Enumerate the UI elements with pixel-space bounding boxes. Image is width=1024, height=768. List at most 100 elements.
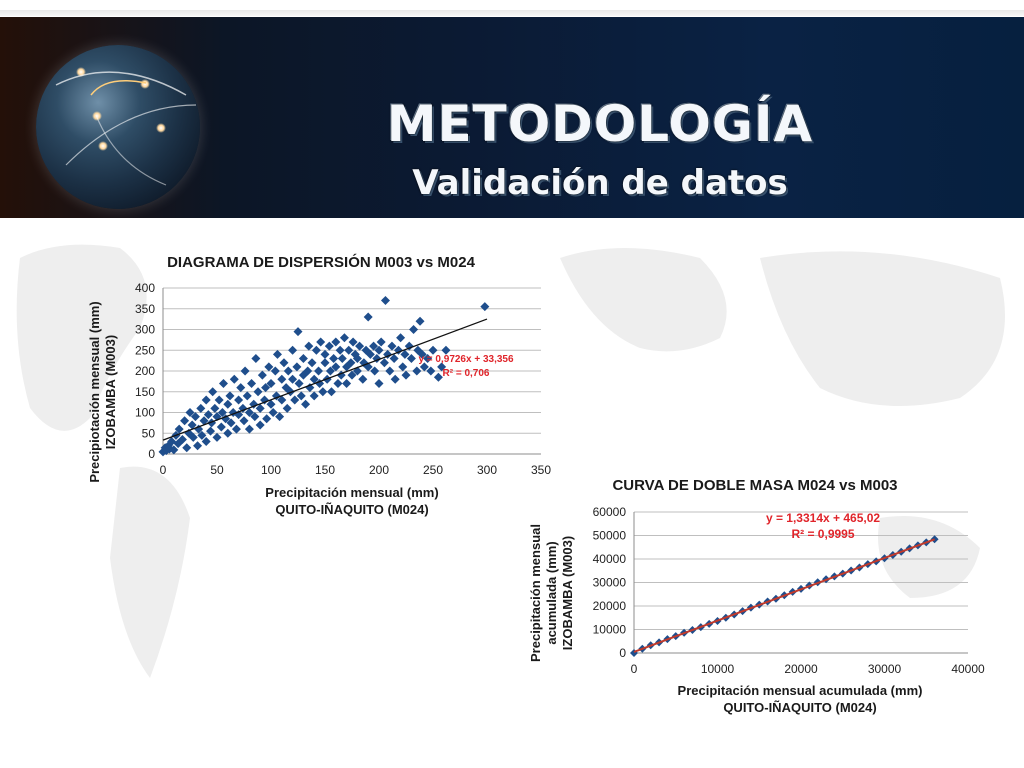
y-tick-label: 60000 (593, 505, 627, 519)
data-point (218, 378, 228, 388)
data-point (214, 395, 224, 405)
data-point (196, 403, 206, 413)
data-point (212, 432, 222, 442)
x-axis-label: Precipitación mensual acumulada (mm) (678, 683, 923, 698)
data-point (376, 337, 386, 347)
data-point (301, 399, 311, 409)
data-point (370, 366, 380, 376)
data-point (266, 399, 276, 409)
data-point (419, 362, 429, 372)
data-point (279, 358, 289, 368)
data-point (268, 408, 278, 417)
data-point (251, 354, 261, 364)
trendline-equation: R² = 0,706 (443, 368, 490, 379)
y-tick-label: 50000 (593, 529, 627, 543)
data-point (314, 366, 324, 376)
y-tick-label: 10000 (593, 623, 627, 637)
data-point (346, 358, 356, 368)
data-point (182, 443, 192, 453)
y-tick-label: 400 (135, 281, 155, 295)
data-point (283, 366, 293, 376)
data-point (412, 366, 422, 376)
data-point (309, 374, 319, 384)
y-tick-label: 100 (135, 406, 155, 420)
y-tick-label: 40000 (593, 552, 627, 566)
data-point (288, 374, 298, 384)
data-point (277, 395, 287, 405)
data-point (311, 345, 321, 355)
top-rule (0, 10, 1024, 16)
data-point (316, 337, 326, 347)
x-axis-label: QUITO-IÑAQUITO (M024) (723, 700, 876, 715)
orbit-lines-icon (55, 71, 197, 186)
data-point (226, 418, 236, 428)
data-point (288, 345, 298, 355)
data-point (320, 358, 330, 368)
data-point (307, 358, 317, 368)
trendline (633, 538, 935, 653)
y-tick-label: 150 (135, 385, 155, 399)
data-point (199, 416, 209, 426)
x-tick-label: 250 (423, 463, 443, 477)
data-point (390, 374, 400, 384)
data-point (374, 345, 384, 355)
data-point (225, 391, 235, 401)
y-axis-label: IZOBAMBA (M003) (103, 335, 118, 449)
data-point (253, 387, 263, 397)
data-point (380, 295, 390, 305)
data-point (339, 333, 349, 343)
y-tick-label: 20000 (593, 599, 627, 613)
x-tick-label: 40000 (951, 662, 985, 676)
data-point (293, 327, 303, 337)
data-point (239, 416, 249, 426)
data-point (480, 302, 490, 312)
data-point (358, 374, 368, 384)
data-point (194, 424, 204, 434)
data-point (437, 362, 447, 372)
data-point (385, 366, 395, 376)
data-point (210, 403, 220, 413)
data-point (236, 383, 246, 393)
x-tick-label: 20000 (784, 662, 818, 676)
data-point (348, 337, 358, 347)
y-axis-label: IZOBAMBA (M003) (560, 536, 575, 650)
data-point (180, 416, 190, 426)
data-point (260, 395, 270, 405)
data-point (261, 383, 271, 393)
data-point (264, 362, 274, 372)
x-axis-label: QUITO-IÑAQUITO (M024) (275, 502, 428, 517)
data-point (441, 345, 451, 355)
data-point (433, 372, 443, 382)
light-spark-icon (140, 79, 150, 89)
data-point (298, 354, 308, 364)
data-point (174, 424, 184, 434)
data-point (930, 535, 939, 544)
data-point (272, 349, 282, 359)
y-tick-label: 0 (148, 447, 155, 461)
light-spark-icon (98, 141, 108, 151)
y-axis-label: acumulada (mm) (544, 541, 559, 644)
header-banner: METODOLOGÍA Validación de datos (0, 17, 1024, 218)
y-axis-label: Precipitación mensual (528, 524, 543, 662)
data-point (333, 378, 343, 388)
data-point (290, 395, 300, 405)
data-point (270, 366, 280, 376)
globe-icon (36, 45, 200, 209)
y-tick-label: 250 (135, 343, 155, 357)
data-point (303, 366, 313, 376)
data-point (231, 424, 241, 434)
data-point (331, 337, 341, 347)
x-tick-label: 150 (315, 463, 335, 477)
data-point (369, 341, 379, 351)
x-tick-label: 30000 (868, 662, 902, 676)
data-point (342, 378, 352, 388)
data-point (169, 445, 179, 455)
data-point (197, 430, 207, 440)
data-point (344, 345, 354, 355)
data-point (185, 408, 195, 417)
data-point (389, 354, 399, 364)
data-point (193, 441, 203, 451)
data-point (244, 408, 254, 417)
data-point (242, 391, 252, 401)
